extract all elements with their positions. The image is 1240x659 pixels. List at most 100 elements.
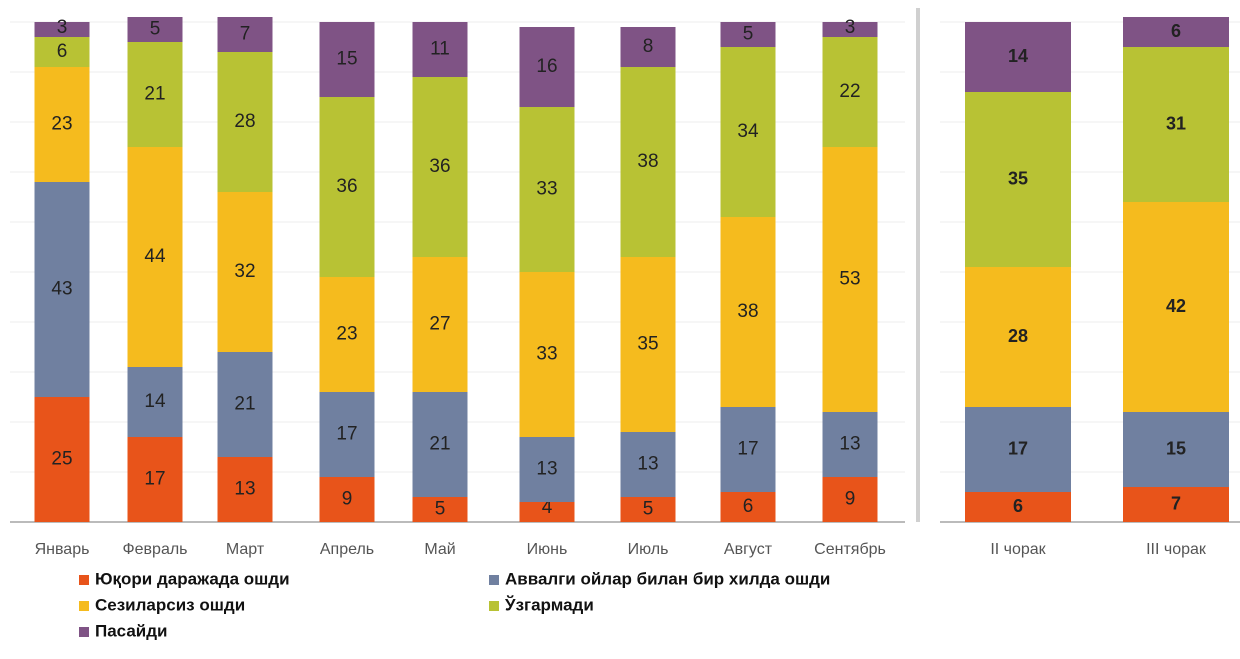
bar-segment [319,22,375,97]
bar-segment [822,477,878,522]
bar-segment [127,437,183,522]
data-label: 36 [336,176,357,197]
data-label: 5 [643,499,654,520]
legend-label: Сезиларсиз ошди [95,595,245,614]
data-label: 28 [1008,326,1028,346]
x-tick-label: Июль [628,541,669,558]
bar-segment [217,352,273,457]
data-label: 38 [737,301,758,322]
data-label: 32 [234,261,255,282]
data-label: 36 [429,156,450,177]
data-label: 4 [542,497,553,518]
bar-segment [519,107,575,272]
data-label: 23 [51,114,72,135]
bar-segment [965,492,1071,522]
bar-segment [519,27,575,107]
data-label: 21 [234,394,255,415]
bar-segment [34,37,90,67]
data-label: 14 [1008,46,1028,66]
bar-segment [34,397,90,522]
legend-label: Пасайди [95,621,167,640]
data-label: 15 [336,49,357,70]
bar-segment [620,27,676,67]
data-label: 3 [845,17,856,38]
data-label: 5 [150,19,161,40]
data-label: 13 [839,434,860,455]
data-label: 22 [839,81,860,102]
bar-segment [965,267,1071,407]
bar-segment [217,192,273,352]
bar-segment [620,67,676,257]
legend-swatch [79,575,89,585]
bar-segment [217,52,273,192]
x-tick-label: Март [226,541,265,558]
data-label: 33 [536,344,557,365]
data-label: 17 [144,469,165,490]
data-label: 3 [57,17,68,38]
data-label: 17 [336,424,357,445]
x-tick-label: Январь [35,541,90,558]
data-label: 5 [435,499,446,520]
bar-segment [620,257,676,432]
data-label: 53 [839,269,860,290]
data-label: 38 [637,151,658,172]
bar-segment [319,477,375,522]
bar-segment [319,277,375,392]
data-label: 14 [144,391,166,412]
bar-segment [217,457,273,522]
data-label: 5 [743,24,754,45]
bar-segment [34,67,90,182]
data-label: 28 [234,111,255,132]
data-label: 9 [845,489,856,510]
data-label: 13 [234,479,255,500]
data-label: 6 [1171,21,1181,41]
bar-segment [822,412,878,477]
data-label: 42 [1166,296,1186,316]
bar-segment [412,392,468,497]
data-label: 6 [1013,496,1023,516]
data-label: 16 [536,56,557,77]
bar-segment [412,497,468,522]
data-label: 25 [51,449,72,470]
data-label: 35 [637,334,658,355]
bar-segment [1123,17,1229,47]
data-label: 13 [637,454,658,475]
bar-segment [822,22,878,37]
data-label: 23 [336,324,357,345]
x-tick-label: II чорак [990,541,1046,558]
bar-segment [319,97,375,277]
data-label: 6 [743,496,754,517]
bar-segment [34,182,90,397]
legend-label: Юқори даражада ошди [95,569,290,588]
data-label: 6 [57,41,68,62]
data-label: 9 [342,489,353,510]
bar-segment [127,147,183,367]
bar-segment [720,492,776,522]
data-label: 17 [737,439,758,460]
x-tick-label: Август [724,541,773,558]
bar-segment [720,47,776,217]
bar-segment [127,17,183,42]
bar-segment [822,147,878,412]
bar-segment [217,17,273,52]
legend-label: Аввалги ойлар билан бир хилда ошди [505,569,830,588]
bar-segment [519,502,575,522]
legend-label: Ўзгармади [504,594,594,614]
bar-segment [412,257,468,392]
data-label: 27 [429,314,450,335]
legend-swatch [79,601,89,611]
data-label: 34 [737,121,759,142]
bar-segment [127,367,183,437]
data-label: 13 [536,459,557,480]
data-label: 15 [1166,438,1186,458]
bar-segment [1123,487,1229,522]
bar-segment [1123,412,1229,487]
bar-segment [34,22,90,37]
bar-segment [720,217,776,407]
legend-swatch [489,575,499,585]
bar-segment [127,42,183,147]
bar-segment [965,92,1071,267]
bar-segment [965,22,1071,92]
bar-segment [412,77,468,257]
